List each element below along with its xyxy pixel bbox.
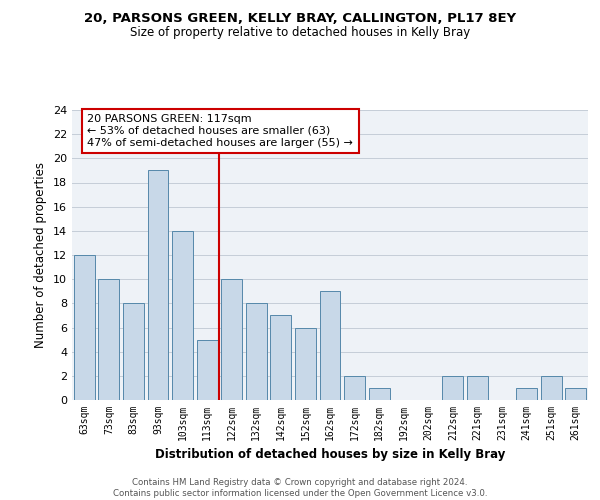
Text: Size of property relative to detached houses in Kelly Bray: Size of property relative to detached ho… bbox=[130, 26, 470, 39]
Bar bbox=[541, 376, 562, 400]
Bar bbox=[442, 376, 463, 400]
Bar bbox=[320, 291, 340, 400]
Bar bbox=[467, 376, 488, 400]
Bar bbox=[368, 388, 389, 400]
Bar bbox=[344, 376, 365, 400]
Bar bbox=[246, 304, 267, 400]
Bar bbox=[172, 231, 193, 400]
Bar bbox=[123, 304, 144, 400]
Bar bbox=[271, 316, 292, 400]
Bar bbox=[197, 340, 218, 400]
Text: 20, PARSONS GREEN, KELLY BRAY, CALLINGTON, PL17 8EY: 20, PARSONS GREEN, KELLY BRAY, CALLINGTO… bbox=[84, 12, 516, 26]
Bar bbox=[295, 328, 316, 400]
Bar bbox=[565, 388, 586, 400]
Y-axis label: Number of detached properties: Number of detached properties bbox=[34, 162, 47, 348]
Text: 20 PARSONS GREEN: 117sqm
← 53% of detached houses are smaller (63)
47% of semi-d: 20 PARSONS GREEN: 117sqm ← 53% of detach… bbox=[88, 114, 353, 148]
Bar bbox=[98, 279, 119, 400]
Text: Contains HM Land Registry data © Crown copyright and database right 2024.
Contai: Contains HM Land Registry data © Crown c… bbox=[113, 478, 487, 498]
X-axis label: Distribution of detached houses by size in Kelly Bray: Distribution of detached houses by size … bbox=[155, 448, 505, 462]
Bar bbox=[221, 279, 242, 400]
Bar bbox=[516, 388, 537, 400]
Bar bbox=[148, 170, 169, 400]
Bar bbox=[74, 255, 95, 400]
